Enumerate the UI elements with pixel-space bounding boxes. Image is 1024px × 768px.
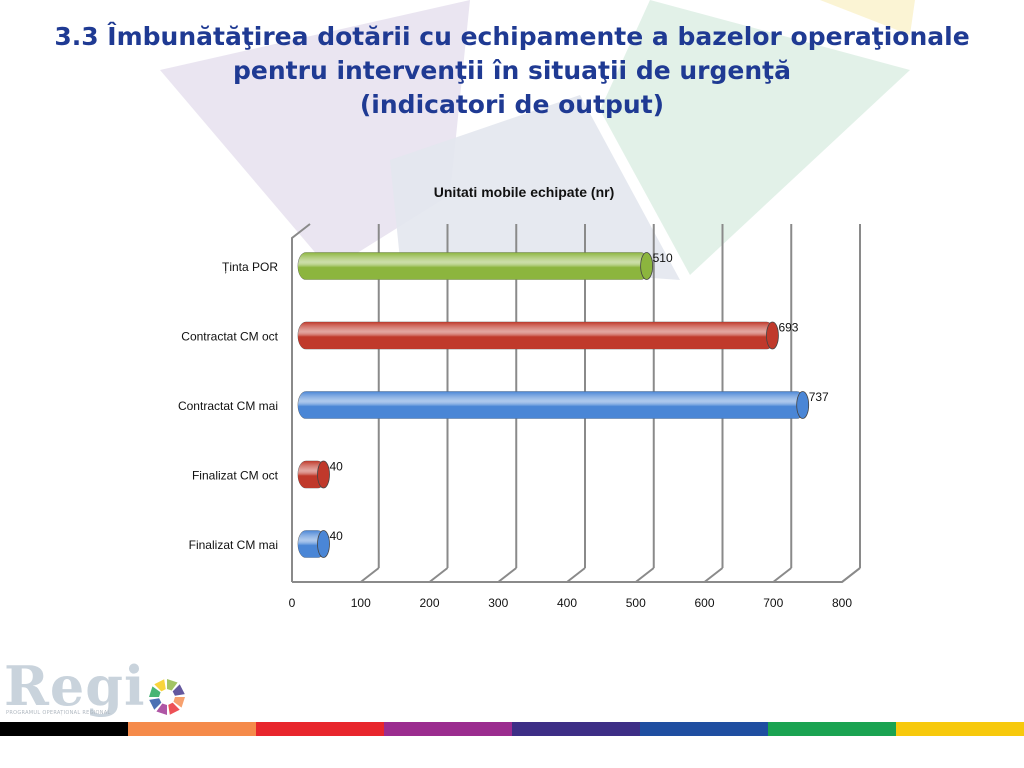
logo-wheel-segment bbox=[172, 684, 185, 696]
x-tick-label: 600 bbox=[694, 596, 714, 610]
logo-wheel-segment bbox=[154, 679, 166, 692]
stripe-segment bbox=[384, 722, 512, 736]
logo-wheel-segment bbox=[149, 698, 162, 710]
x-tick-label: 300 bbox=[488, 596, 508, 610]
bg-triangle-green bbox=[600, 0, 910, 275]
category-label: Contractat CM oct bbox=[181, 330, 278, 344]
bar-cap bbox=[317, 460, 330, 489]
category-label: Ținta POR bbox=[222, 260, 278, 274]
x-tick-label: 500 bbox=[626, 596, 646, 610]
x-tick-label: 800 bbox=[832, 596, 852, 610]
logo-wheel-segment bbox=[149, 686, 161, 697]
bar-shine bbox=[298, 391, 805, 419]
axis-wall bbox=[291, 223, 311, 582]
data-label: 737 bbox=[809, 390, 829, 404]
logo-wheel-icon bbox=[149, 679, 185, 715]
bar-cap bbox=[317, 530, 330, 558]
logo-wheel-segment bbox=[156, 703, 167, 715]
bg-triangle-yellow bbox=[820, 0, 915, 35]
data-label: 40 bbox=[330, 460, 344, 474]
x-tick-label: 200 bbox=[419, 596, 439, 610]
category-label: Finalizat CM mai bbox=[189, 538, 278, 552]
bar-shine bbox=[298, 252, 649, 280]
stripe-segment bbox=[896, 722, 1024, 736]
stripe-segment bbox=[128, 722, 256, 736]
logo-subtext: PROGRAMUL OPERAȚIONAL REGIONAL bbox=[6, 710, 111, 716]
x-tick-label: 100 bbox=[351, 596, 371, 610]
page-title-line-3: (indicatori de output) bbox=[359, 90, 665, 119]
page-title: 3.3 Îmbunătăţirea dotării cu echipamente… bbox=[40, 20, 984, 122]
gridline-floor bbox=[841, 567, 861, 583]
gridline-floor bbox=[497, 567, 517, 583]
page-title-line-1: 3.3 Îmbunătăţirea dotării cu echipamente… bbox=[54, 22, 970, 51]
bar-cap bbox=[796, 391, 810, 419]
regio-logo: Regi PROGRAMUL OPERAȚIONAL REGIONAL bbox=[4, 654, 204, 720]
logo-wheel-segment bbox=[168, 702, 180, 715]
x-tick-label: 0 bbox=[289, 596, 296, 610]
chart-title: Unitati mobile echipate (nr) bbox=[434, 184, 614, 200]
gridline-floor bbox=[772, 567, 792, 583]
data-label: 510 bbox=[653, 251, 673, 265]
stripe-segment bbox=[640, 722, 768, 736]
color-stripe bbox=[0, 722, 1024, 736]
logo-wheel-segment bbox=[173, 697, 185, 708]
gridline-floor bbox=[360, 567, 380, 583]
stripe-segment bbox=[0, 722, 128, 736]
data-label: 693 bbox=[778, 321, 798, 335]
bg-triangle-gray bbox=[390, 95, 680, 280]
stripe-segment bbox=[768, 722, 896, 736]
stripe-segment bbox=[512, 722, 640, 736]
gridline-floor bbox=[566, 567, 586, 583]
page-title-line-2: pentru intervenţii în situaţii de urgenţ… bbox=[233, 56, 791, 85]
bar-cap bbox=[766, 321, 779, 350]
gridline-floor bbox=[635, 567, 655, 583]
bg-triangle-purple bbox=[160, 0, 470, 270]
stripe-segment bbox=[256, 722, 384, 736]
category-label: Finalizat CM oct bbox=[192, 469, 279, 483]
gridline-floor bbox=[428, 567, 449, 583]
logo-wheel-segment bbox=[167, 679, 178, 691]
logo-text: Regi bbox=[4, 654, 146, 718]
category-label: Contractat CM mai bbox=[178, 399, 278, 413]
bar-cap bbox=[640, 252, 654, 280]
x-tick-label: 400 bbox=[557, 596, 577, 610]
x-tick-label: 700 bbox=[763, 596, 783, 610]
gridline-floor bbox=[703, 567, 724, 583]
bar-shine bbox=[298, 322, 775, 349]
data-label: 40 bbox=[330, 529, 344, 543]
